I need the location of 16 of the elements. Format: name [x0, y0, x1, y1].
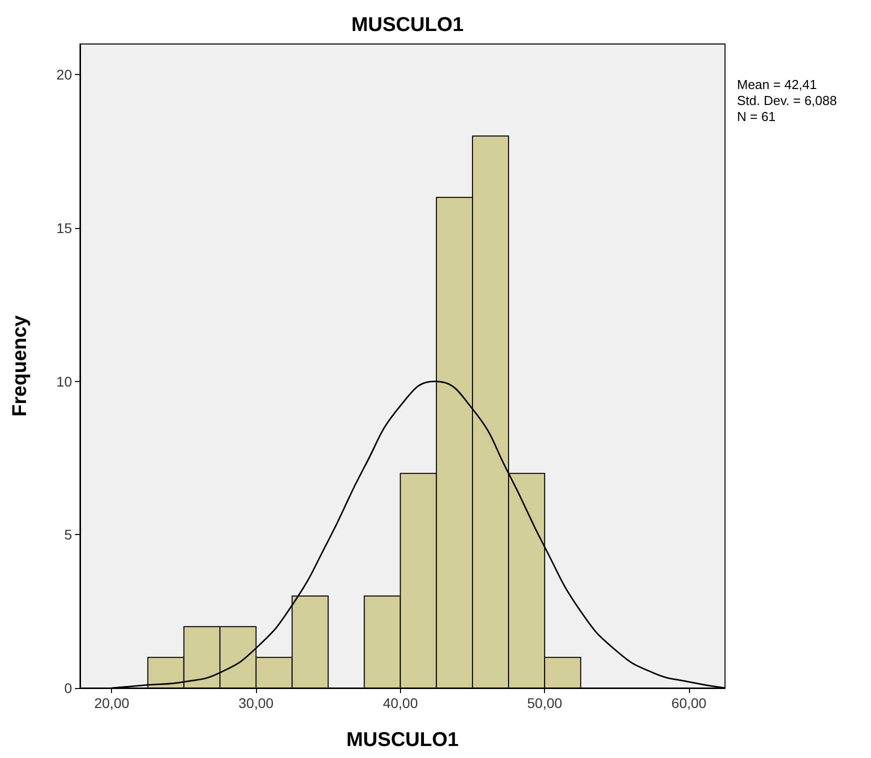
y-tick-label: 0	[64, 680, 72, 696]
y-tick-label: 20	[56, 66, 72, 83]
y-tick-label: 15	[56, 220, 72, 236]
y-axis-title: Frequency	[9, 314, 31, 417]
chart-title: MUSCULO1	[351, 14, 464, 36]
x-tick-label: 20,00	[94, 695, 130, 711]
text: N = 61	[737, 109, 776, 124]
text: Std. Dev. = 6,088	[737, 93, 837, 108]
x-axis-title: MUSCULO1	[346, 729, 459, 751]
x-tick-label: 50,00	[527, 695, 562, 711]
text: Mean = 42,41	[737, 77, 817, 92]
y-tick-label: 5	[64, 526, 72, 543]
x-tick-label: 40,00	[382, 695, 418, 711]
y-tick-label: 10	[56, 373, 72, 390]
x-tick-label: 60,00	[671, 695, 707, 711]
x-tick-label: 30,00	[238, 695, 274, 711]
